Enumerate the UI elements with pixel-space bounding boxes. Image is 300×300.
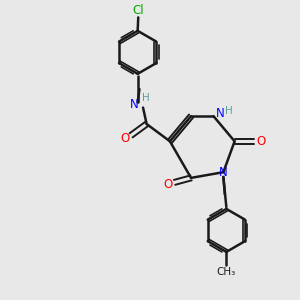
Text: Cl: Cl (133, 4, 144, 17)
Text: H: H (225, 106, 233, 116)
Text: O: O (256, 135, 265, 148)
Text: N: N (219, 166, 228, 179)
Text: CH₃: CH₃ (217, 267, 236, 277)
Text: N: N (216, 107, 224, 120)
Text: H: H (142, 93, 150, 103)
Text: O: O (120, 132, 129, 145)
Text: N: N (130, 98, 139, 111)
Text: O: O (164, 178, 173, 191)
